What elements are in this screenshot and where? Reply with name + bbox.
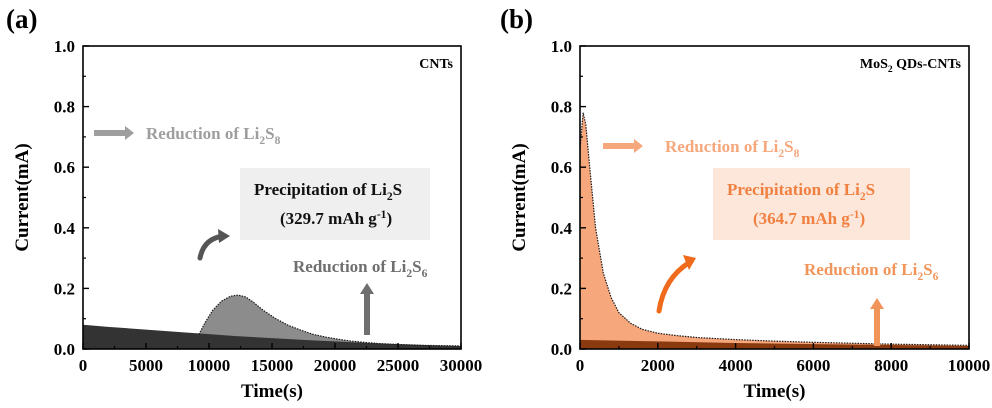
y-tick-label: 0.8 [54, 98, 75, 117]
peak-area [198, 295, 462, 349]
y-tick-label: 0.4 [551, 219, 573, 238]
annotation-li2s8: Reduction of Li2S8 [665, 137, 800, 160]
x-tick-label: 30000 [440, 356, 483, 375]
right-arrow-icon [603, 139, 643, 153]
y-tick-label: 0.0 [551, 340, 572, 359]
chart-panel-b: 0 2000 4000 6000 8000 10000 0.0 0.2 0.4 0.6 0.8 1.0… [500, 4, 990, 402]
y-axis-label: Current(mA) [509, 143, 530, 251]
curved-arrow-head-icon [683, 255, 696, 270]
x-axis-label: Time(s) [241, 381, 303, 402]
annotation-precipitation: Precipitation of Li2S [727, 180, 875, 203]
annotation-capacity: (329.7 mAh g-1) [280, 208, 392, 228]
annotation-li2s8: Reduction of Li2S8 [146, 124, 281, 147]
annotation-box [713, 168, 910, 240]
x-tick-label: 0 [576, 356, 585, 375]
y-tick-label: 0.6 [551, 158, 572, 177]
y-tick-label: 0.6 [54, 158, 75, 177]
legend-label: MoS2 QDs-CNTs [860, 57, 962, 75]
x-tick-label: 20000 [314, 356, 357, 375]
y-tick-label: 0.0 [54, 340, 75, 359]
up-arrow-icon [870, 298, 884, 346]
annotation-li2s6: Reduction of Li2S6 [804, 260, 939, 283]
x-tick-label: 15000 [251, 356, 294, 375]
x-axis-label: Time(s) [744, 381, 806, 402]
peak-area [580, 112, 969, 349]
y-tick-label: 0.4 [54, 219, 76, 238]
y-tick-label: 0.2 [551, 279, 572, 298]
x-tick-label: 0 [79, 356, 88, 375]
curved-arrow-head-icon [218, 229, 230, 243]
y-tick-label: 0.8 [551, 98, 572, 117]
panel-label: (a) [6, 4, 37, 34]
panel-label: (b) [500, 4, 533, 34]
y-tick-label: 1.0 [54, 37, 75, 56]
annotation-li2s6: Reduction of Li2S6 [293, 257, 428, 280]
y-tick-label: 1.0 [551, 37, 572, 56]
y-axis-label: Current(mA) [12, 143, 33, 251]
curved-arrow-icon [656, 259, 693, 314]
x-tick-label: 25000 [377, 356, 420, 375]
x-tick-label: 8000 [874, 356, 908, 375]
baseline-area [580, 339, 969, 349]
annotation-capacity: (364.7 mAh g-1) [753, 208, 865, 228]
x-tick-label: 6000 [796, 356, 830, 375]
right-arrow-icon [94, 126, 134, 140]
chart-panel-a: 0 5000 10000 15000 20000 25000 30000 0.0 0.2 0.4 0… [6, 4, 482, 402]
x-tick-label: 4000 [719, 356, 753, 375]
annotation-precipitation: Precipitation of Li2S [254, 180, 402, 203]
x-tick-label: 10000 [188, 356, 231, 375]
x-tick-label: 2000 [641, 356, 675, 375]
y-tick-label: 0.2 [54, 279, 75, 298]
legend-label: CNTs [419, 57, 453, 72]
x-tick-label: 5000 [129, 356, 163, 375]
annotation-box [240, 168, 430, 240]
up-arrow-icon [360, 283, 374, 335]
x-tick-label: 10000 [948, 356, 991, 375]
peak-curve [198, 294, 462, 347]
